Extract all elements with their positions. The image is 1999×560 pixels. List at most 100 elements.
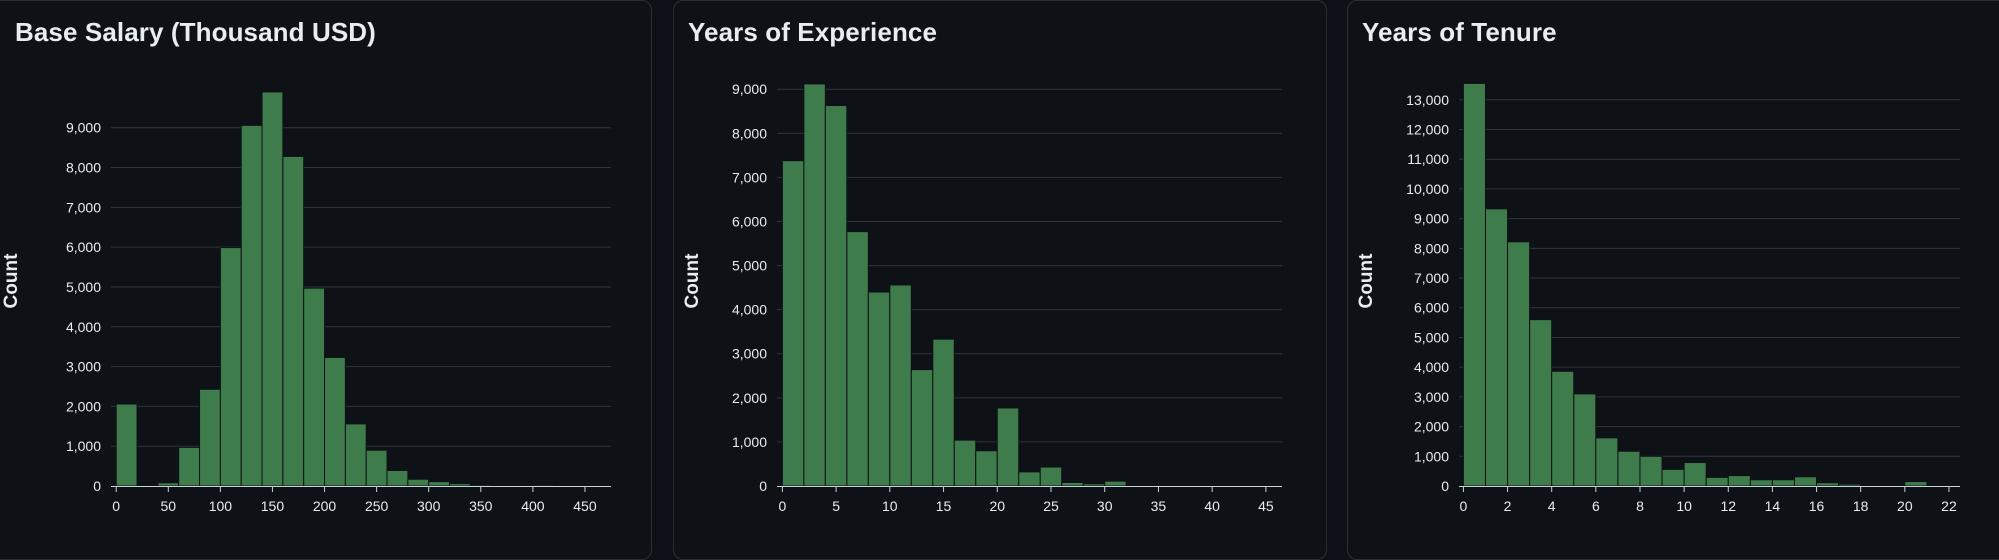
histogram-bar bbox=[470, 485, 491, 486]
y-axis-title: Count bbox=[682, 253, 703, 309]
histogram-bar bbox=[325, 357, 346, 486]
y-tick-label: 6,000 bbox=[66, 239, 101, 255]
x-tick-label: 16 bbox=[1809, 498, 1825, 514]
histogram-bar bbox=[491, 485, 512, 486]
histogram-bar bbox=[1105, 481, 1126, 486]
x-tick-label: 350 bbox=[469, 498, 493, 514]
x-tick-label: 200 bbox=[313, 498, 337, 514]
histogram-bar bbox=[241, 125, 262, 486]
x-tick-label: 35 bbox=[1151, 498, 1167, 514]
histogram-bar bbox=[387, 470, 408, 486]
y-tick-label: 6,000 bbox=[1414, 300, 1449, 316]
x-tick-label: 4 bbox=[1548, 498, 1556, 514]
histogram-bar bbox=[283, 156, 304, 486]
y-tick-label: 4,000 bbox=[66, 319, 101, 335]
y-tick-label: 1,000 bbox=[1414, 448, 1449, 464]
histogram-bar bbox=[1927, 485, 1949, 486]
histogram-bar bbox=[408, 479, 429, 486]
x-tick-label: 0 bbox=[112, 498, 120, 514]
y-axis-title: Count bbox=[1356, 253, 1377, 309]
x-tick-label: 20 bbox=[989, 498, 1005, 514]
x-tick-label: 50 bbox=[161, 498, 177, 514]
y-axis-title: Count bbox=[1, 253, 22, 309]
y-tick-label: 5,000 bbox=[732, 258, 767, 274]
x-tick-label: 2 bbox=[1504, 498, 1512, 514]
histogram-bar bbox=[429, 482, 450, 486]
x-tick-label: 10 bbox=[882, 498, 898, 514]
y-tick-label: 4,000 bbox=[732, 302, 767, 318]
tenure-histogram: 01,0002,0003,0004,0005,0006,0007,0008,00… bbox=[1348, 1, 1999, 548]
y-tick-label: 2,000 bbox=[66, 398, 101, 414]
histogram-bar bbox=[554, 485, 575, 486]
histogram-bar bbox=[1861, 485, 1883, 486]
histogram-bar bbox=[911, 370, 932, 486]
histogram-bar bbox=[1019, 472, 1040, 486]
y-tick-label: 9,000 bbox=[732, 81, 767, 97]
y-tick-label: 9,000 bbox=[66, 120, 101, 136]
histogram-bar bbox=[1794, 477, 1816, 486]
x-tick-label: 15 bbox=[936, 498, 952, 514]
histogram-bar bbox=[1905, 482, 1927, 486]
histogram-bar bbox=[1530, 320, 1552, 486]
histogram-bar bbox=[782, 161, 803, 486]
y-tick-label: 8,000 bbox=[66, 160, 101, 176]
salary-histogram: 01,0002,0003,0004,0005,0006,0007,0008,00… bbox=[0, 1, 653, 548]
histogram-bar bbox=[1508, 242, 1530, 486]
x-tick-label: 14 bbox=[1765, 498, 1781, 514]
histogram-bar bbox=[366, 450, 387, 486]
histogram-bar bbox=[1684, 463, 1706, 486]
y-tick-label: 1,000 bbox=[66, 438, 101, 454]
y-tick-label: 7,000 bbox=[66, 199, 101, 215]
histogram-bar bbox=[1463, 83, 1485, 486]
y-tick-label: 11,000 bbox=[1407, 151, 1449, 167]
histogram-bar bbox=[1839, 484, 1861, 486]
x-tick-label: 12 bbox=[1720, 498, 1736, 514]
histogram-bar bbox=[976, 451, 997, 486]
histogram-bar bbox=[954, 440, 975, 486]
histogram-bar bbox=[262, 92, 283, 486]
histogram-bar bbox=[1750, 480, 1772, 486]
x-tick-label: 45 bbox=[1258, 498, 1274, 514]
x-tick-label: 18 bbox=[1853, 498, 1869, 514]
histogram-bar bbox=[512, 485, 533, 486]
y-tick-label: 7,000 bbox=[1414, 270, 1449, 286]
histogram-bar bbox=[1706, 477, 1728, 486]
histogram-bar bbox=[533, 485, 554, 486]
histogram-bar bbox=[1728, 476, 1750, 486]
y-tick-label: 13,000 bbox=[1406, 92, 1449, 108]
x-tick-label: 30 bbox=[1097, 498, 1113, 514]
histogram-bar bbox=[220, 248, 241, 486]
x-tick-label: 450 bbox=[573, 498, 597, 514]
histogram-bar bbox=[997, 408, 1018, 486]
histogram-bar bbox=[1485, 209, 1507, 486]
x-tick-label: 250 bbox=[365, 498, 389, 514]
x-tick-label: 400 bbox=[521, 498, 545, 514]
x-tick-label: 10 bbox=[1676, 498, 1692, 514]
histogram-bar bbox=[847, 232, 868, 486]
x-tick-label: 22 bbox=[1941, 498, 1957, 514]
histogram-bar bbox=[1062, 482, 1083, 486]
histogram-bar bbox=[1772, 480, 1794, 486]
y-tick-label: 5,000 bbox=[66, 279, 101, 295]
histogram-bar bbox=[179, 447, 200, 486]
histogram-bar bbox=[304, 288, 325, 486]
x-tick-label: 40 bbox=[1204, 498, 1220, 514]
y-tick-label: 2,000 bbox=[732, 390, 767, 406]
histogram-bar bbox=[1883, 485, 1905, 486]
x-tick-label: 0 bbox=[778, 498, 786, 514]
y-tick-label: 0 bbox=[93, 478, 101, 494]
histogram-bar bbox=[933, 339, 954, 486]
y-tick-label: 8,000 bbox=[732, 125, 767, 141]
histogram-bar bbox=[804, 84, 825, 486]
x-tick-label: 6 bbox=[1592, 498, 1600, 514]
histogram-bar bbox=[450, 484, 471, 486]
histogram-bar bbox=[890, 285, 911, 486]
experience-histogram: 01,0002,0003,0004,0005,0006,0007,0008,00… bbox=[674, 1, 1328, 548]
histogram-bar bbox=[1817, 483, 1839, 486]
y-tick-label: 4,000 bbox=[1414, 359, 1449, 375]
histogram-bar bbox=[1662, 469, 1684, 486]
y-tick-label: 0 bbox=[1441, 478, 1449, 494]
